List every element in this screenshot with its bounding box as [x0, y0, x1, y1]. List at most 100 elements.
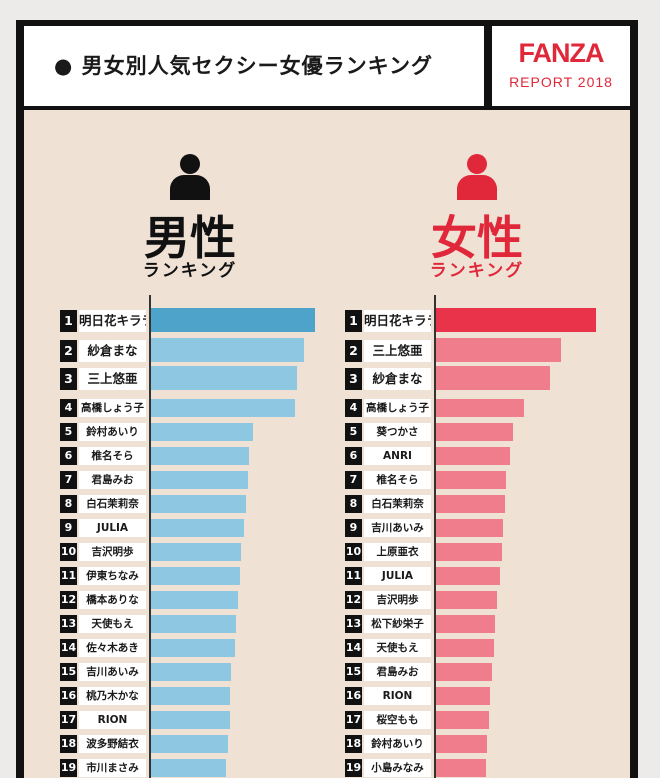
male-category-label: 波多野結衣: [79, 735, 146, 753]
logo-brand: FANZA: [518, 38, 605, 68]
female-rank-label: 19: [345, 759, 362, 777]
female-bar: [436, 615, 495, 633]
male-bar: [151, 615, 236, 633]
male-rank-label: 19: [60, 759, 77, 777]
male-bar: [151, 567, 240, 585]
female-row-13: 13 松下紗栄子: [345, 614, 596, 634]
male-category-label: 三上悠亜: [79, 368, 146, 390]
male-category-label: 吉沢明歩: [79, 543, 146, 561]
male-category-label: 紗倉まな: [79, 340, 146, 362]
male-chart-subtitle: ランキング: [142, 261, 238, 281]
male-rank-label: 14: [60, 639, 77, 657]
female-rank-label: 11: [345, 567, 362, 585]
male-row-4: 4 高橋しょう子: [60, 398, 315, 418]
header: ● 男女別人気セクシー女優ランキング FANZA REPORT 2018: [24, 26, 630, 106]
male-rank-label: 17: [60, 711, 77, 729]
female-bar: [436, 711, 489, 729]
female-bar: [436, 687, 490, 705]
male-bar: [151, 519, 244, 537]
female-bar: [436, 591, 497, 609]
male-bar: [151, 338, 304, 362]
female-category-label: 三上悠亜: [364, 340, 431, 362]
female-bar: [436, 663, 492, 681]
male-row-9: 9 JULIA: [60, 518, 315, 538]
female-category-label: 椎名そら: [364, 471, 431, 489]
male-bar: [151, 711, 230, 729]
male-category-label: 市川まさみ: [79, 759, 146, 777]
female-rank-label: 7: [345, 471, 362, 489]
male-rank-label: 16: [60, 687, 77, 705]
male-bar: [151, 447, 249, 465]
male-axis-line: [149, 295, 151, 778]
male-row-13: 13 天使もえ: [60, 614, 315, 634]
male-row-14: 14 佐々木あき: [60, 638, 315, 658]
male-row-10: 10 吉沢明歩: [60, 542, 315, 562]
female-rank-label: 10: [345, 543, 362, 561]
female-row-11: 11 JULIA: [345, 566, 596, 586]
male-category-label: 鈴村あいり: [79, 423, 146, 441]
male-category-label: 桃乃木かな: [79, 687, 146, 705]
male-rank-label: 10: [60, 543, 77, 561]
male-row-1: 1明日花キララ: [60, 308, 315, 332]
male-bar: [151, 687, 230, 705]
infographic-frame: ● 男女別人気セクシー女優ランキング FANZA REPORT 2018 男性 …: [16, 20, 638, 778]
female-bar: [436, 495, 505, 513]
female-rank-label: 9: [345, 519, 362, 537]
male-row-16: 16 桃乃木かな: [60, 686, 315, 706]
female-rank-label: 3: [345, 368, 362, 390]
male-bar: [151, 399, 295, 417]
male-rank-label: 12: [60, 591, 77, 609]
female-category-label: 葵つかさ: [364, 423, 431, 441]
fanza-logo: FANZA REPORT 2018: [492, 26, 630, 106]
female-bar: [436, 338, 561, 362]
female-category-label: ANRI: [364, 447, 431, 465]
female-category-label: 白石茉莉奈: [364, 495, 431, 513]
male-bar: [151, 471, 248, 489]
male-category-label: 天使もえ: [79, 615, 146, 633]
male-row-3: 3 三上悠亜: [60, 366, 315, 390]
female-category-label: 明日花キララ: [364, 310, 431, 332]
female-bar: [436, 471, 506, 489]
male-category-label: 佐々木あき: [79, 639, 146, 657]
female-category-label: 紗倉まな: [364, 368, 431, 390]
female-row-1: 1明日花キララ: [345, 308, 596, 332]
female-rank-label: 14: [345, 639, 362, 657]
female-axis-line: [434, 295, 436, 778]
female-category-label: JULIA: [364, 567, 431, 585]
male-rank-label: 2: [60, 340, 77, 362]
male-category-label: RION: [79, 711, 146, 729]
header-divider: [484, 26, 492, 106]
female-row-8: 8 白石茉莉奈: [345, 494, 596, 514]
female-row-14: 14 天使もえ: [345, 638, 596, 658]
female-person-icon: [453, 154, 501, 200]
female-chart-title: 女性: [431, 211, 523, 265]
male-row-18: 18 波多野結衣: [60, 734, 315, 754]
male-bar: [151, 423, 253, 441]
male-category-label: 高橋しょう子: [79, 399, 146, 417]
male-rank-label: 15: [60, 663, 77, 681]
male-rank-label: 13: [60, 615, 77, 633]
male-row-8: 8 白石茉莉奈: [60, 494, 315, 514]
male-rank-label: 7: [60, 471, 77, 489]
male-category-label: 伊東ちなみ: [79, 567, 146, 585]
female-rank-label: 8: [345, 495, 362, 513]
male-category-label: 橋本ありな: [79, 591, 146, 609]
male-bar: [151, 591, 238, 609]
female-rank-label: 12: [345, 591, 362, 609]
female-bar: [436, 308, 596, 332]
female-row-2: 2 三上悠亜: [345, 338, 596, 362]
female-rank-label: 17: [345, 711, 362, 729]
male-row-12: 12 橋本ありな: [60, 590, 315, 610]
female-rank-label: 13: [345, 615, 362, 633]
male-row-7: 7 君島みお: [60, 470, 315, 490]
female-bar: [436, 639, 494, 657]
male-category-label: 吉川あいみ: [79, 663, 146, 681]
male-category-label: 椎名そら: [79, 447, 146, 465]
female-rank-label: 6: [345, 447, 362, 465]
female-category-label: 高橋しょう子: [364, 399, 431, 417]
male-row-6: 6 椎名そら: [60, 446, 315, 466]
female-bar: [436, 519, 503, 537]
female-chart-subtitle: ランキング: [429, 261, 525, 281]
female-row-9: 9 吉川あいみ: [345, 518, 596, 538]
male-bar: [151, 543, 241, 561]
